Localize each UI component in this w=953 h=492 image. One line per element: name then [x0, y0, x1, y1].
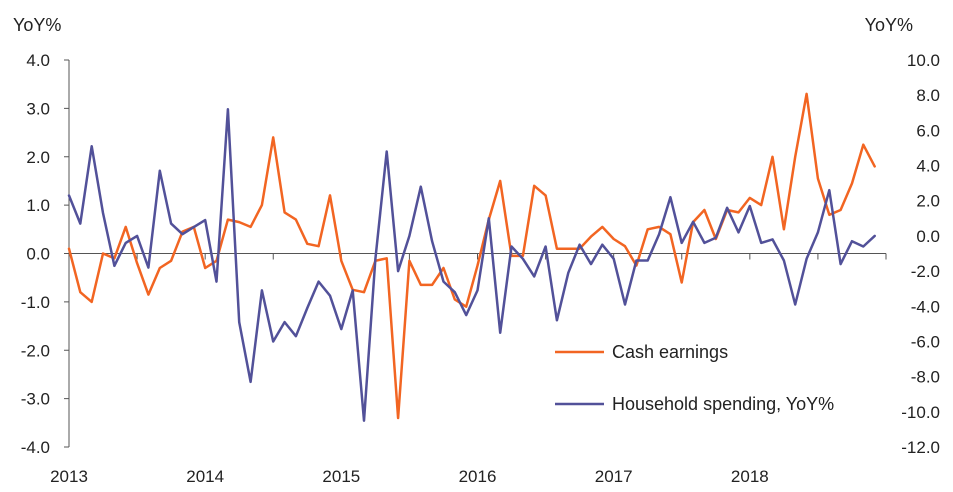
x-tick-label: 2017: [595, 467, 633, 486]
x-tick-label: 2016: [459, 467, 497, 486]
left-tick-label: 0.0: [26, 245, 50, 264]
left-tick-label: 2.0: [26, 148, 50, 167]
left-tick-label: 1.0: [26, 196, 50, 215]
x-tick-label: 2018: [731, 467, 769, 486]
right-tick-label: -10.0: [901, 403, 940, 422]
x-tick-label: 2014: [186, 467, 224, 486]
right-tick-label: -2.0: [911, 262, 940, 281]
legend-label: Cash earnings: [612, 342, 728, 362]
right-tick-label: 6.0: [916, 121, 940, 140]
series-lines: [67, 92, 876, 422]
axes: YoY% YoY% 4.0 3.0 2.0 1.0 0.0 -1.0 -2.0 -3.0 -4.0 1…: [13, 15, 940, 486]
left-tick-label: -1.0: [21, 293, 50, 312]
right-tick-label: 2.0: [916, 192, 940, 211]
right-tick-label: -4.0: [911, 297, 940, 316]
left-tick-label: -3.0: [21, 390, 50, 409]
series-line-cash-earnings: [67, 92, 876, 420]
x-tick-label: 2015: [322, 467, 360, 486]
right-tick-label: -12.0: [901, 438, 940, 457]
legend-label: Household spending, YoY%: [612, 394, 834, 414]
left-axis-title: YoY%: [13, 15, 61, 35]
right-tick-label: 0.0: [916, 227, 940, 246]
right-tick-label: -6.0: [911, 332, 940, 351]
right-tick-label: 10.0: [907, 51, 940, 70]
right-axis-title: YoY%: [865, 15, 913, 35]
left-tick-label: 4.0: [26, 51, 50, 70]
right-tick-label: -8.0: [911, 368, 940, 387]
legend: Cash earnings Household spending, YoY%: [555, 342, 834, 414]
series-line-household-spending: [67, 108, 876, 422]
right-tick-label: 8.0: [916, 86, 940, 105]
left-tick-label: -2.0: [21, 341, 50, 360]
left-tick-label: 3.0: [26, 99, 50, 118]
x-tick-label: 2013: [50, 467, 88, 486]
right-tick-label: 4.0: [916, 157, 940, 176]
left-tick-label: -4.0: [21, 438, 50, 457]
